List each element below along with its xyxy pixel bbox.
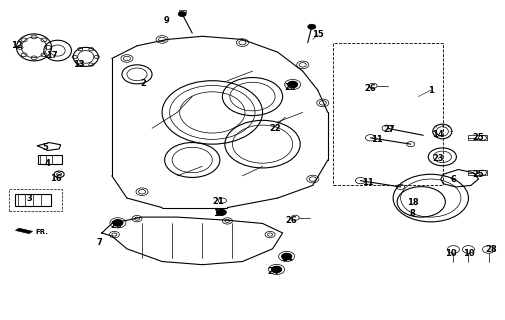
- Bar: [469, 135, 486, 140]
- Text: 26: 26: [365, 84, 376, 93]
- Text: 24: 24: [282, 254, 293, 263]
- Text: 14: 14: [432, 130, 444, 139]
- Text: 8: 8: [410, 209, 415, 219]
- Circle shape: [272, 266, 282, 273]
- Text: 28: 28: [485, 245, 497, 254]
- Text: 20: 20: [110, 220, 122, 229]
- Circle shape: [308, 24, 316, 29]
- Text: 22: 22: [269, 124, 281, 133]
- Text: 21: 21: [213, 197, 224, 206]
- Circle shape: [178, 12, 186, 17]
- Text: 17: 17: [46, 51, 58, 60]
- Text: 27: 27: [383, 125, 395, 134]
- Text: 15: 15: [312, 30, 324, 39]
- Text: 11: 11: [362, 178, 374, 187]
- Text: 5: 5: [42, 143, 48, 152]
- Text: 2: 2: [140, 79, 146, 88]
- Text: 12: 12: [11, 41, 22, 50]
- Text: 25: 25: [473, 133, 484, 142]
- Text: 9: 9: [163, 16, 169, 25]
- Text: 19: 19: [213, 209, 224, 218]
- Text: 10: 10: [463, 249, 474, 258]
- Bar: [179, 10, 186, 12]
- Circle shape: [282, 253, 292, 260]
- Circle shape: [113, 220, 123, 226]
- Text: 10: 10: [445, 249, 457, 258]
- Circle shape: [288, 81, 298, 88]
- Text: 13: 13: [73, 60, 85, 69]
- Text: 16: 16: [50, 173, 62, 183]
- Text: 20: 20: [284, 83, 296, 92]
- Bar: [9, 189, 62, 211]
- Text: 23: 23: [432, 154, 444, 163]
- Text: 24: 24: [268, 267, 279, 276]
- Text: FR.: FR.: [35, 229, 48, 235]
- Circle shape: [216, 209, 226, 215]
- Text: 3: 3: [26, 194, 32, 203]
- Text: 11: 11: [371, 135, 383, 144]
- Text: 7: 7: [96, 238, 102, 247]
- Polygon shape: [16, 228, 32, 234]
- Bar: [469, 170, 486, 175]
- Text: 25: 25: [473, 170, 484, 179]
- Text: 1: 1: [428, 86, 434, 95]
- Text: 26: 26: [285, 216, 297, 225]
- Text: 4: 4: [44, 159, 50, 168]
- Bar: [333, 43, 443, 185]
- Bar: [16, 194, 51, 206]
- Text: 6: 6: [450, 174, 457, 184]
- Text: 18: 18: [408, 198, 419, 207]
- Bar: [37, 155, 62, 164]
